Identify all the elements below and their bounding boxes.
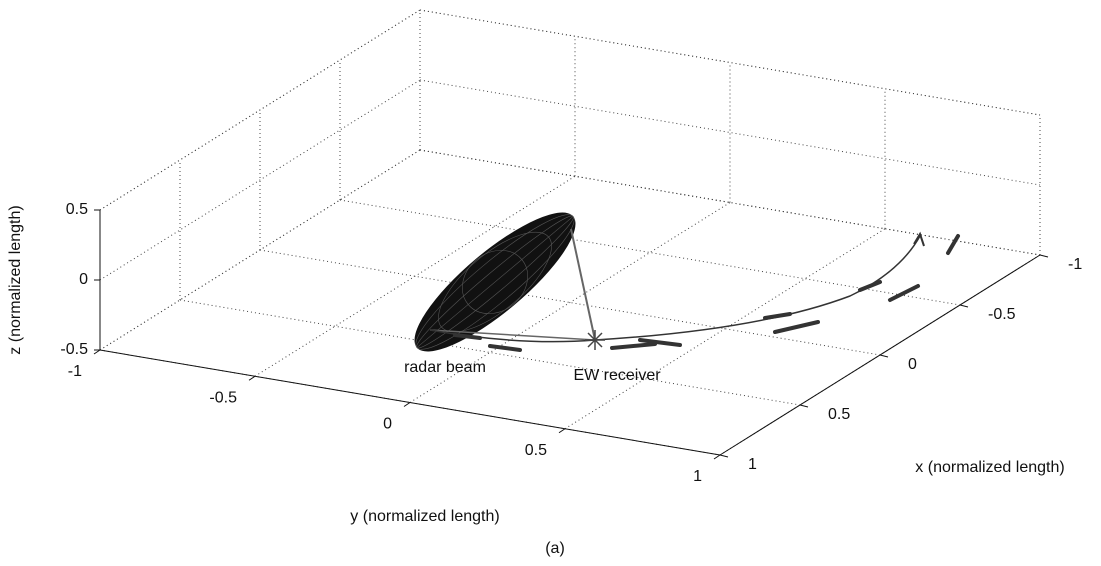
beam-link bbox=[429, 329, 596, 341]
y-tick bbox=[403, 402, 411, 407]
grid-line bbox=[99, 149, 421, 351]
z-tick-label: 0.5 bbox=[66, 201, 88, 218]
y-tick bbox=[93, 349, 101, 355]
x-tick bbox=[1039, 254, 1049, 258]
y-tick bbox=[713, 454, 721, 460]
y-tick bbox=[558, 428, 566, 434]
y-axis-label: y (normalized length) bbox=[350, 508, 499, 525]
grid-line bbox=[179, 299, 801, 406]
grid-line bbox=[99, 79, 421, 281]
y-tick-label: 0.5 bbox=[525, 442, 547, 459]
caption: (a) bbox=[545, 540, 565, 557]
y-tick-label: -0.5 bbox=[209, 389, 237, 406]
x-axis-label: x (normalized length) bbox=[915, 459, 1064, 476]
y-tick bbox=[248, 375, 256, 381]
x-tick bbox=[799, 404, 809, 408]
beam-mesh bbox=[415, 214, 575, 350]
y-tick-label: 1 bbox=[693, 468, 702, 485]
grid-line bbox=[259, 249, 881, 356]
z-tick-label: -0.5 bbox=[60, 341, 88, 358]
arrow-head bbox=[913, 231, 925, 247]
x-tick bbox=[719, 454, 729, 458]
y-tick-label: -1 bbox=[68, 363, 82, 380]
z-tick-label: 0 bbox=[79, 271, 88, 288]
x-tick-label: 0.5 bbox=[828, 406, 850, 423]
receiver-marker bbox=[585, 330, 605, 350]
x-tick-label: 0 bbox=[908, 356, 917, 373]
trajectory bbox=[429, 235, 921, 343]
annotation: EW receiver bbox=[573, 367, 661, 384]
x-tick-label: -0.5 bbox=[988, 306, 1016, 323]
x-tick-label: -1 bbox=[1068, 256, 1082, 273]
x-tick bbox=[959, 304, 969, 308]
grid-line bbox=[419, 9, 1041, 116]
annotation: radar beam bbox=[404, 359, 486, 376]
grid-line bbox=[419, 149, 1041, 256]
x-tick-label: 1 bbox=[748, 456, 757, 473]
grid-line bbox=[99, 9, 421, 211]
y-tick-label: 0 bbox=[383, 416, 392, 433]
z-axis-label: z (normalized length) bbox=[7, 205, 24, 354]
grid-line bbox=[564, 228, 886, 430]
grid-line bbox=[409, 202, 731, 403]
grid-line bbox=[419, 79, 1041, 186]
box-edge bbox=[419, 9, 1041, 116]
arrows bbox=[453, 234, 960, 352]
x-tick bbox=[879, 354, 889, 358]
grid-line bbox=[339, 199, 961, 306]
scene bbox=[414, 212, 960, 352]
grid-line bbox=[254, 175, 576, 377]
beam-link bbox=[570, 228, 596, 341]
